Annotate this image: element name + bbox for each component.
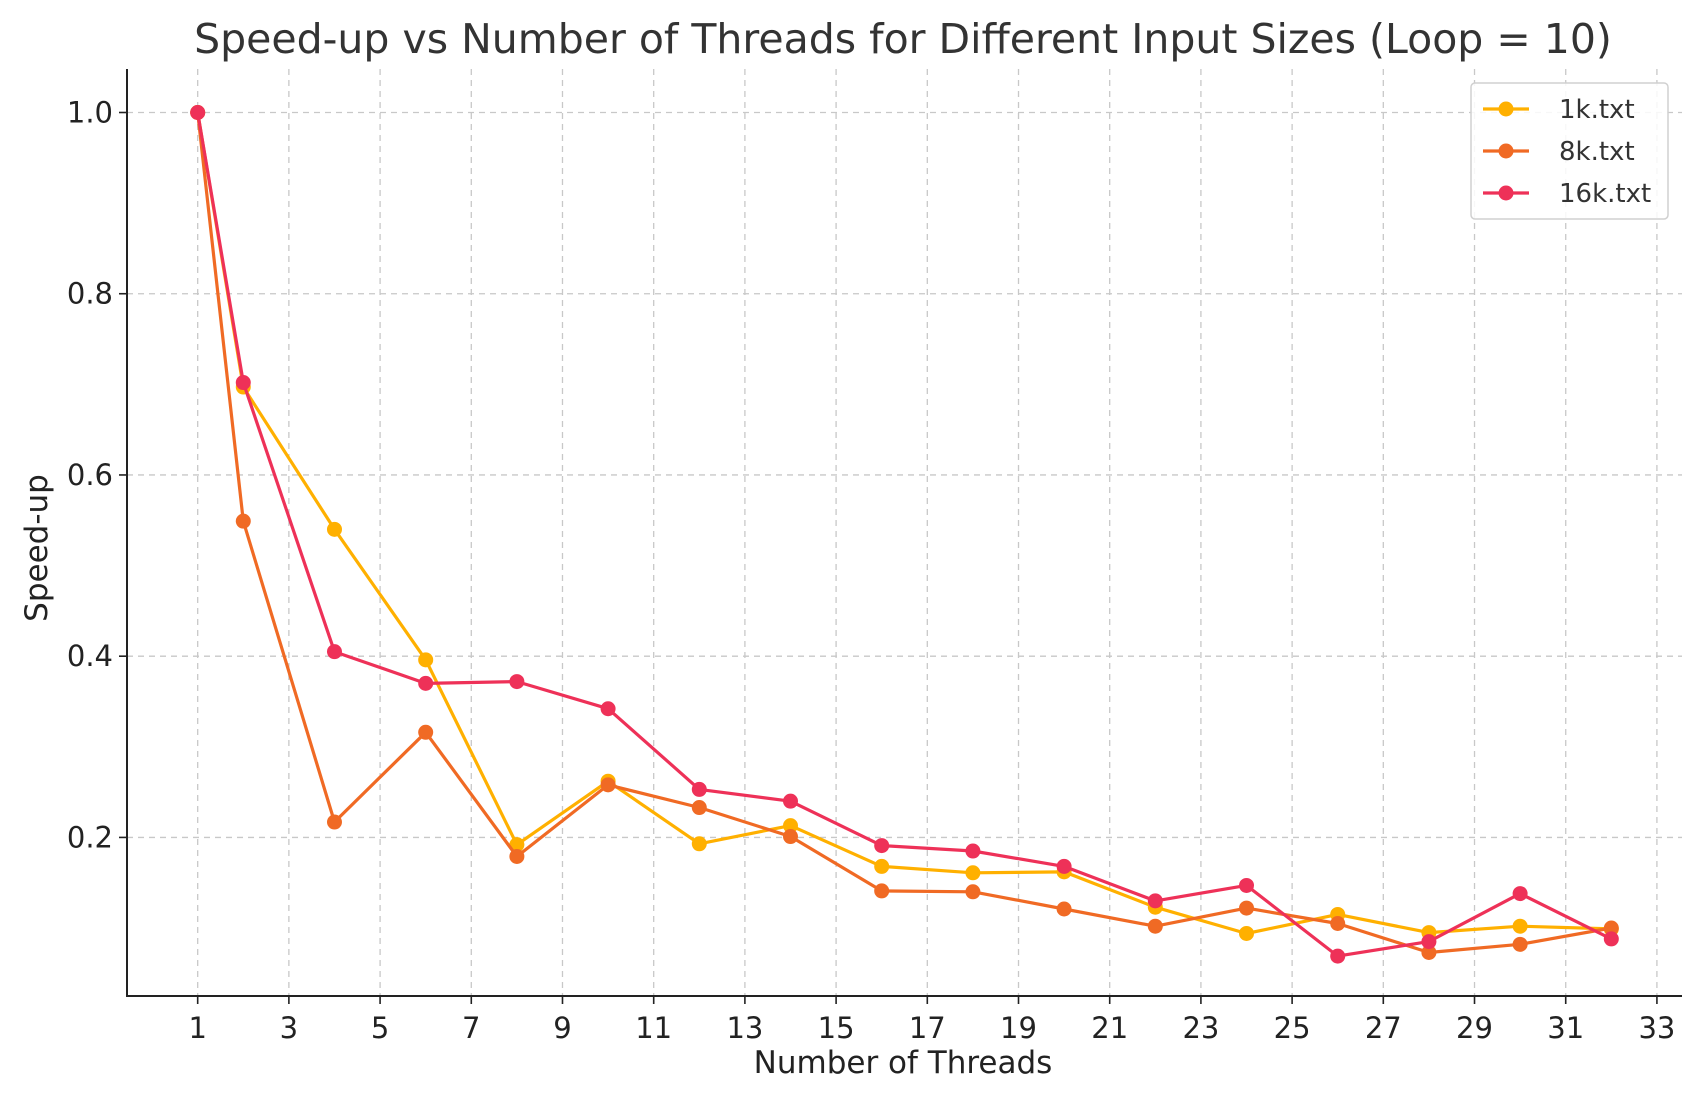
legend-label: 8k.txt xyxy=(1559,137,1635,167)
data-point xyxy=(1512,936,1528,952)
y-axis-label: Speed-up xyxy=(19,474,55,622)
series-line xyxy=(196,112,1612,955)
data-point xyxy=(691,781,707,797)
series-1k-txt xyxy=(190,104,1619,941)
data-point xyxy=(235,513,251,529)
grid xyxy=(127,69,1682,996)
x-tick-label: 9 xyxy=(553,1011,571,1045)
data-point xyxy=(1056,858,1072,874)
data-point xyxy=(782,829,798,845)
x-tick-label: 11 xyxy=(635,1011,672,1045)
legend-marker xyxy=(1498,143,1514,159)
x-tick-label: 31 xyxy=(1547,1011,1584,1045)
data-point xyxy=(691,836,707,852)
legend-marker xyxy=(1498,101,1514,117)
data-point xyxy=(1512,918,1528,934)
series-line xyxy=(196,112,1613,958)
data-point xyxy=(1147,918,1163,934)
data-point xyxy=(509,837,525,853)
y-tick-label: 0.2 xyxy=(67,820,113,854)
x-tick-label: 17 xyxy=(909,1011,946,1045)
data-point xyxy=(326,521,342,537)
data-point xyxy=(1239,900,1255,916)
x-tick-label: 1 xyxy=(188,1011,206,1045)
x-tick-label: 3 xyxy=(280,1011,298,1045)
data-point xyxy=(1603,920,1619,936)
data-point xyxy=(1421,934,1437,950)
axes: 1 3 5 7 9 11 13 15 17 19 21 23 25 27 29 31 330.20.40.60.… xyxy=(67,69,1682,1045)
data-point xyxy=(1421,945,1437,961)
legend-item: 16k.txt xyxy=(1483,179,1651,209)
data-point xyxy=(691,800,707,816)
data-point xyxy=(1239,925,1255,941)
series-line xyxy=(196,112,1612,936)
data-point xyxy=(418,675,434,691)
data-point xyxy=(782,818,798,834)
data-point xyxy=(600,701,616,717)
legend: 1k.txt 8k.txt 16k.txt xyxy=(1470,82,1669,220)
data-point xyxy=(874,858,890,874)
data-point xyxy=(1239,877,1255,893)
data-point xyxy=(190,104,206,120)
data-point xyxy=(874,883,890,899)
data-point xyxy=(600,777,616,793)
legend-box xyxy=(1470,82,1669,220)
data-point xyxy=(235,375,251,391)
data-point xyxy=(965,884,981,900)
y-tick-label: 0.8 xyxy=(67,277,113,311)
data-point xyxy=(326,644,342,660)
data-point xyxy=(1330,916,1346,932)
data-point xyxy=(1512,886,1528,902)
x-tick-label: 21 xyxy=(1091,1011,1128,1045)
x-tick-label: 7 xyxy=(462,1011,480,1045)
x-tick-label: 19 xyxy=(1000,1011,1037,1045)
data-point xyxy=(326,814,342,830)
legend-item: 8k.txt xyxy=(1483,137,1635,167)
x-tick-label: 23 xyxy=(1182,1011,1219,1045)
x-tick-label: 15 xyxy=(818,1011,855,1045)
data-point xyxy=(418,652,434,668)
series-group xyxy=(190,104,1619,964)
x-tick-label: 33 xyxy=(1638,1011,1675,1045)
data-point xyxy=(509,848,525,864)
data-point xyxy=(965,865,981,881)
data-point xyxy=(782,793,798,809)
data-point xyxy=(874,838,890,854)
y-tick-label: 1.0 xyxy=(67,95,113,129)
x-tick-label: 25 xyxy=(1274,1011,1311,1045)
chart-title: Speed-up vs Number of Threads for Differ… xyxy=(194,15,1612,63)
legend-item: 1k.txt xyxy=(1483,95,1635,125)
data-point xyxy=(509,674,525,690)
legend-label: 16k.txt xyxy=(1559,179,1651,209)
x-axis-label: Number of Threads xyxy=(754,1045,1053,1081)
data-point xyxy=(965,843,981,859)
x-tick-label: 27 xyxy=(1365,1011,1402,1045)
x-tick-label: 13 xyxy=(726,1011,763,1045)
data-point xyxy=(1056,901,1072,917)
data-point xyxy=(1147,893,1163,909)
y-tick-label: 0.4 xyxy=(67,639,113,673)
x-tick-label: 5 xyxy=(371,1011,389,1045)
data-point xyxy=(1330,948,1346,964)
x-tick-label: 29 xyxy=(1456,1011,1493,1045)
series-8k-txt xyxy=(190,104,1619,961)
data-point xyxy=(1603,931,1619,947)
legend-label: 1k.txt xyxy=(1559,95,1635,125)
legend-marker xyxy=(1498,185,1514,201)
series-16k-txt xyxy=(190,104,1619,964)
y-tick-label: 0.6 xyxy=(67,458,113,492)
data-point xyxy=(418,724,434,740)
